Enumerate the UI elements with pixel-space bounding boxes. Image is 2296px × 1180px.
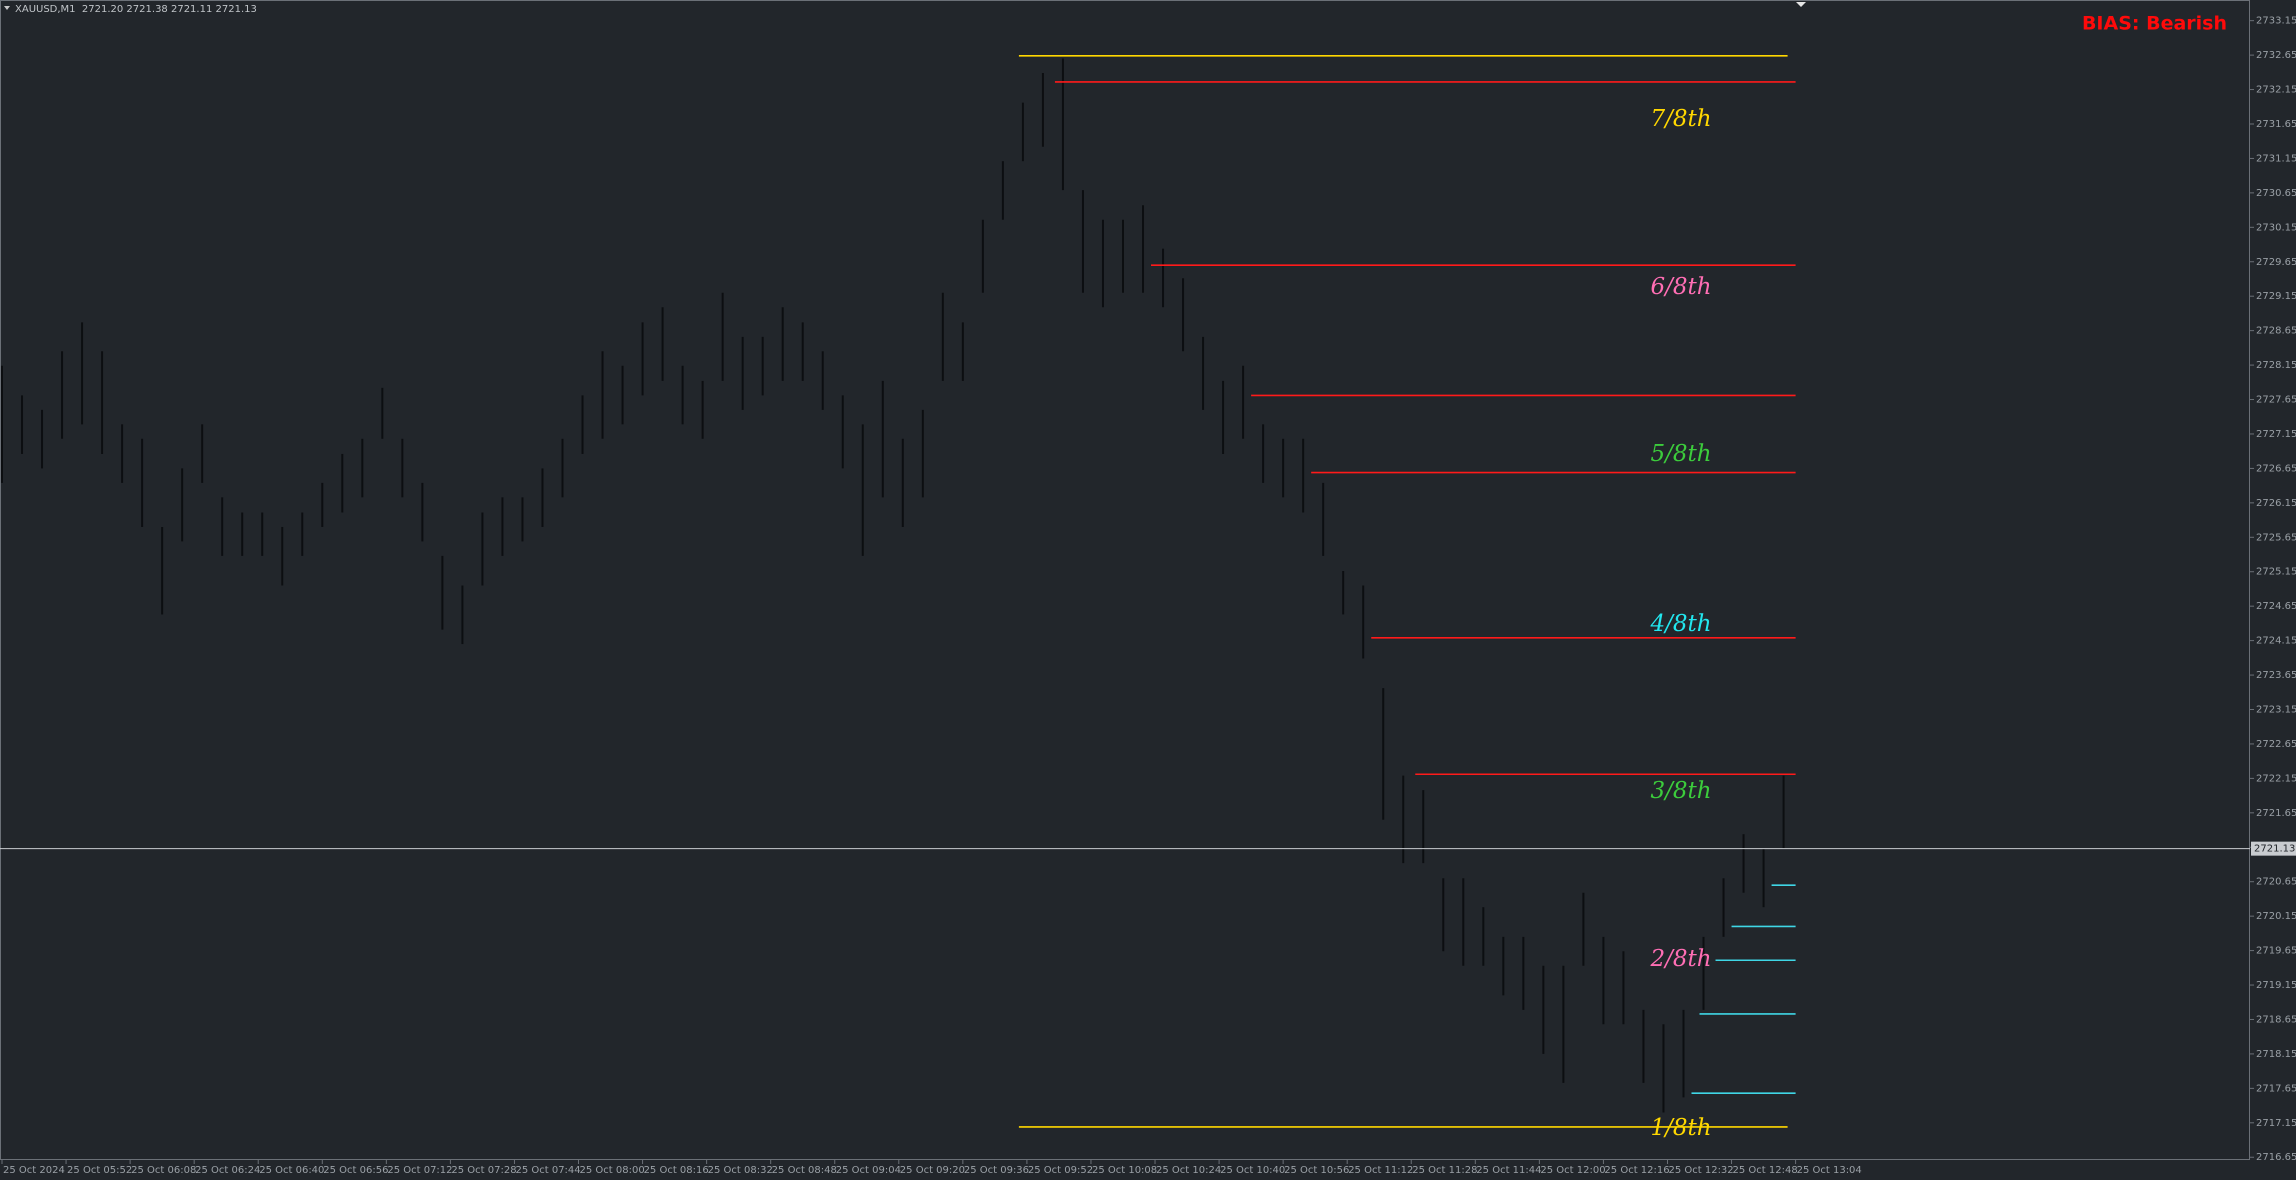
fraction-label: 2/8th bbox=[1649, 946, 1711, 972]
x-tick-label: 25 Oct 09:04 bbox=[836, 1165, 901, 1176]
y-tick-label: 2725.65 bbox=[2256, 532, 2296, 543]
x-tick-label: 25 Oct 05:52 bbox=[67, 1165, 132, 1176]
x-tick-label: 25 Oct 09:20 bbox=[900, 1165, 965, 1176]
x-tick-label: 25 Oct 11:12 bbox=[1348, 1165, 1413, 1176]
y-tick-label: 2727.65 bbox=[2256, 395, 2296, 406]
y-tick-label: 2718.65 bbox=[2256, 1014, 2296, 1025]
x-tick-label: 25 Oct 08:00 bbox=[580, 1165, 645, 1176]
x-tick-label: 25 Oct 12:00 bbox=[1540, 1165, 1605, 1176]
y-tick-label: 2719.15 bbox=[2256, 980, 2296, 991]
fraction-label: 5/8th bbox=[1650, 441, 1711, 467]
x-tick-label: 25 Oct 10:08 bbox=[1092, 1165, 1157, 1176]
x-tick-label: 25 Oct 08:48 bbox=[772, 1165, 837, 1176]
x-tick-label: 25 Oct 06:08 bbox=[131, 1165, 196, 1176]
y-tick-label: 2722.65 bbox=[2256, 739, 2296, 750]
y-tick-label: 2732.65 bbox=[2256, 50, 2296, 61]
y-tick-label: 2716.65 bbox=[2256, 1152, 2296, 1163]
x-tick-label: 25 Oct 10:56 bbox=[1284, 1165, 1349, 1176]
fraction-label: 3/8th bbox=[1650, 778, 1711, 804]
x-tick-label: 25 Oct 13:04 bbox=[1797, 1165, 1862, 1176]
y-tick-label: 2720.65 bbox=[2256, 877, 2296, 888]
x-tick-label: 25 Oct 10:24 bbox=[1156, 1165, 1221, 1176]
y-tick-label: 2722.15 bbox=[2256, 773, 2296, 784]
x-tick-label: 25 Oct 12:16 bbox=[1604, 1165, 1669, 1176]
x-tick-label: 25 Oct 09:52 bbox=[1028, 1165, 1093, 1176]
plot-frame bbox=[0, 0, 2250, 1160]
y-tick-label: 2731.15 bbox=[2256, 153, 2296, 164]
x-tick-label: 25 Oct 08:16 bbox=[644, 1165, 709, 1176]
x-tick-label: 25 Oct 10:40 bbox=[1220, 1165, 1285, 1176]
y-tick-label: 2729.65 bbox=[2256, 257, 2296, 268]
y-tick-label: 2731.65 bbox=[2256, 119, 2296, 130]
chart-header: XAUUSD,M1 2721.20 2721.38 2721.11 2721.1… bbox=[15, 4, 257, 15]
y-tick-label: 2728.15 bbox=[2256, 360, 2296, 371]
y-tick-label: 2730.15 bbox=[2256, 222, 2296, 233]
x-tick-label: 25 Oct 12:32 bbox=[1668, 1165, 1733, 1176]
bias-annotation: BIAS: Bearish bbox=[2082, 13, 2227, 35]
y-tick-label: 2724.15 bbox=[2256, 636, 2296, 647]
y-tick-label: 2733.15 bbox=[2256, 16, 2296, 27]
x-tick-label: 25 Oct 06:24 bbox=[195, 1165, 260, 1176]
y-tick-label: 2723.15 bbox=[2256, 705, 2296, 716]
shift-marker bbox=[1796, 2, 1806, 7]
x-tick-label: 25 Oct 07:28 bbox=[451, 1165, 516, 1176]
y-tick-label: 2727.15 bbox=[2256, 429, 2296, 440]
y-tick-label: 2719.65 bbox=[2256, 946, 2296, 957]
y-tick-label: 2732.15 bbox=[2256, 85, 2296, 96]
y-tick-label: 2726.65 bbox=[2256, 463, 2296, 474]
x-tick-label: 25 Oct 06:40 bbox=[259, 1165, 324, 1176]
fraction-label: 6/8th bbox=[1650, 274, 1711, 300]
x-tick-label: 25 Oct 11:44 bbox=[1476, 1165, 1541, 1176]
x-tick-label: 25 Oct 07:12 bbox=[387, 1165, 452, 1176]
y-tick-label: 2720.15 bbox=[2256, 911, 2296, 922]
x-tick-label: 25 Oct 2024 bbox=[3, 1165, 65, 1176]
fraction-label: 1/8th bbox=[1650, 1115, 1711, 1141]
x-tick-label: 25 Oct 11:28 bbox=[1412, 1165, 1477, 1176]
y-tick-label: 2723.65 bbox=[2256, 670, 2296, 681]
x-tick-label: 25 Oct 07:44 bbox=[515, 1165, 580, 1176]
fraction-label: 7/8th bbox=[1650, 106, 1711, 132]
fraction-label: 4/8th bbox=[1649, 611, 1711, 637]
y-tick-label: 2717.65 bbox=[2256, 1083, 2296, 1094]
x-tick-label: 25 Oct 06:56 bbox=[323, 1165, 388, 1176]
y-tick-label: 2726.15 bbox=[2256, 498, 2296, 509]
x-tick-label: 25 Oct 12:48 bbox=[1733, 1165, 1798, 1176]
y-tick-label: 2729.15 bbox=[2256, 291, 2296, 302]
y-tick-label: 2721.65 bbox=[2256, 808, 2296, 819]
y-tick-label: 2725.15 bbox=[2256, 567, 2296, 578]
y-tick-label: 2717.15 bbox=[2256, 1118, 2296, 1129]
current-price-label: 2721.13 bbox=[2254, 844, 2295, 855]
menu-arrow[interactable] bbox=[4, 6, 10, 10]
y-tick-label: 2718.15 bbox=[2256, 1049, 2296, 1060]
y-tick-label: 2728.65 bbox=[2256, 326, 2296, 337]
y-tick-label: 2730.65 bbox=[2256, 188, 2296, 199]
x-tick-label: 25 Oct 09:36 bbox=[964, 1165, 1029, 1176]
y-tick-label: 2724.65 bbox=[2256, 601, 2296, 612]
current-price-box bbox=[2251, 841, 2296, 856]
x-tick-label: 25 Oct 08:32 bbox=[708, 1165, 773, 1176]
